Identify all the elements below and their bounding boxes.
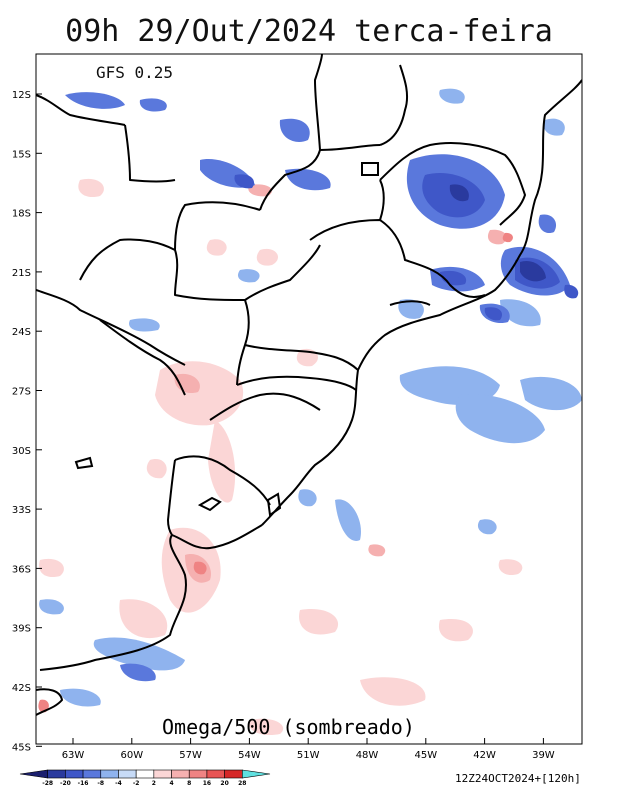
lat-tick-label: 45S bbox=[12, 742, 31, 753]
colorbar-swatch bbox=[171, 769, 190, 779]
colorbar-label: -2 bbox=[133, 780, 140, 787]
lat-tick-label: 39S bbox=[12, 624, 31, 635]
lon-tick-label: 39W bbox=[532, 750, 555, 761]
longitude-ticks: 63W 60W 57W 54W 51W 48W 45W 42W 39W bbox=[62, 738, 555, 761]
lat-tick-label: 21S bbox=[12, 268, 31, 279]
lat-tick-label: 12S bbox=[12, 90, 31, 101]
colorbar-label: 8 bbox=[187, 780, 191, 787]
colorbar-label: 2 bbox=[152, 780, 156, 787]
lon-tick-label: 60W bbox=[120, 750, 143, 761]
colorbar-swatch bbox=[135, 769, 155, 779]
lon-tick-label: 45W bbox=[414, 750, 437, 761]
colorbar-label: 20 bbox=[220, 780, 228, 787]
political-borders bbox=[36, 54, 582, 716]
colorbar-swatch bbox=[206, 769, 225, 779]
lakes bbox=[74, 162, 379, 517]
colorbar-label: -8 bbox=[97, 780, 104, 787]
lat-tick-label: 36S bbox=[12, 564, 31, 575]
latitude-ticks: 12S 15S 18S 21S 24S 27S 30S 33S 36S 39S 42S 45S bbox=[12, 90, 42, 753]
colorbar-label: -28 bbox=[42, 780, 53, 787]
omega-shading bbox=[38, 88, 582, 736]
lat-tick-label: 24S bbox=[12, 327, 31, 338]
colorbar-label: -16 bbox=[78, 780, 89, 787]
map-title: 09h 29/Out/2024 terca-feira bbox=[65, 14, 553, 49]
lat-tick-label: 15S bbox=[12, 149, 31, 160]
colorbar-label: 4 bbox=[169, 780, 173, 787]
colorbar-swatch bbox=[47, 769, 66, 779]
lat-tick-label: 42S bbox=[12, 683, 31, 694]
lat-tick-label: 30S bbox=[12, 446, 31, 457]
run-info: 12Z24OCT2024+[120h] bbox=[455, 772, 581, 785]
colorbar-swatch bbox=[100, 769, 119, 779]
field-caption: Omega/500 (sombreado) bbox=[162, 715, 415, 739]
ascent-weak-areas bbox=[39, 88, 582, 707]
colorbar-label: 28 bbox=[238, 780, 246, 787]
lon-tick-label: 51W bbox=[297, 750, 320, 761]
lon-tick-label: 42W bbox=[473, 750, 496, 761]
model-label: GFS 0.25 bbox=[96, 63, 173, 82]
colorbar: -28 -20 -16 -8 -4 -2 2 4 8 16 20 28 bbox=[19, 769, 271, 787]
plot-frame bbox=[35, 53, 583, 745]
colorbar-label: -4 bbox=[115, 780, 122, 787]
lon-tick-label: 48W bbox=[356, 750, 379, 761]
colorbar-swatch bbox=[118, 769, 137, 779]
colorbar-swatch bbox=[188, 769, 208, 779]
colorbar-swatch bbox=[82, 769, 102, 779]
ascent-extreme-areas bbox=[449, 184, 546, 282]
colorbar-swatch bbox=[224, 769, 243, 779]
colorbar-label: -20 bbox=[60, 780, 71, 787]
lon-tick-label: 57W bbox=[179, 750, 202, 761]
colorbar-swatch bbox=[153, 769, 172, 779]
colorbar-label: 16 bbox=[203, 780, 211, 787]
ascent-strong-areas bbox=[234, 172, 579, 321]
colorbar-swatch bbox=[65, 769, 84, 779]
lat-tick-label: 18S bbox=[12, 209, 31, 220]
colorbar-swatch bbox=[19, 769, 48, 779]
lon-tick-label: 63W bbox=[62, 750, 85, 761]
lon-tick-label: 54W bbox=[238, 750, 261, 761]
colorbar-swatch bbox=[242, 769, 271, 779]
lat-tick-label: 27S bbox=[12, 387, 31, 398]
lat-tick-label: 33S bbox=[12, 505, 31, 516]
